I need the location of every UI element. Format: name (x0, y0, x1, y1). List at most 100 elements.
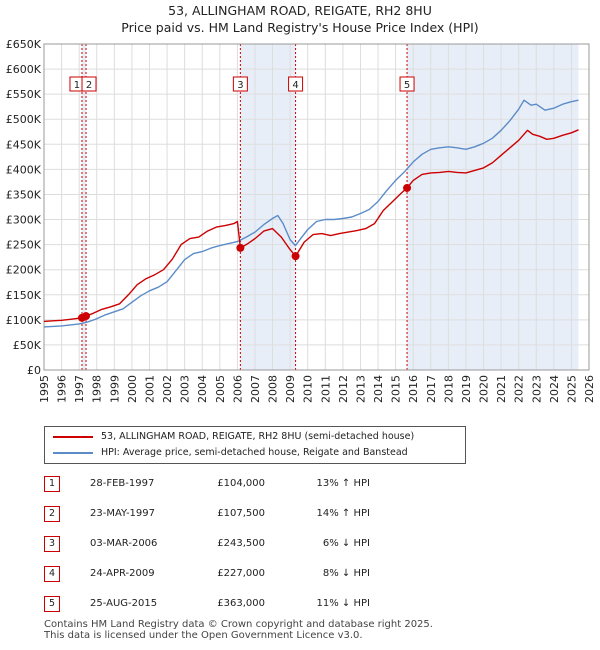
chart-subtitle: Price paid vs. HM Land Registry's House … (121, 20, 479, 35)
transaction-date: 03-MAR-2006 (90, 538, 158, 549)
table-row: 5 25-AUG-2015 £363,000 11% ↓ HPI (0, 596, 600, 616)
hpi-series-line (43, 99, 579, 328)
x-tick-label: 2014 (372, 375, 385, 403)
transaction-date: 25-AUG-2015 (90, 598, 158, 609)
y-tick-label: £50K (13, 339, 42, 352)
shaded-period (81, 44, 87, 370)
transaction-number: 5 (44, 596, 60, 612)
y-tick-label: £100K (6, 314, 42, 327)
x-tick-label: 2005 (214, 375, 227, 403)
property-series-line (43, 129, 579, 323)
x-tick-label: 2003 (179, 375, 192, 403)
table-row: 4 24-APR-2009 £227,000 8% ↓ HPI (0, 566, 600, 586)
sale-label-number: 2 (86, 80, 92, 91)
chart-title-block: 53, ALLINGHAM ROAD, REIGATE, RH2 8HU Pri… (0, 2, 600, 36)
x-tick-label: 1996 (56, 375, 69, 403)
y-tick-label: £150K (6, 289, 42, 302)
x-tick-label: 2021 (495, 375, 508, 403)
sale-point (82, 312, 91, 321)
plot-frame (43, 43, 590, 371)
sale-label-number: 5 (404, 80, 410, 91)
x-tick-label: 2022 (513, 375, 526, 403)
x-tick-label: 2002 (161, 375, 174, 403)
table-row: 3 03-MAR-2006 £243,500 6% ↓ HPI (0, 536, 600, 556)
x-tick-label: 2016 (407, 375, 420, 403)
x-tick-label: 2018 (442, 375, 455, 403)
x-tick-label: 1998 (91, 375, 104, 403)
x-tick-label: 2026 (583, 375, 596, 403)
table-row: 1 28-FEB-1997 £104,000 13% ↑ HPI (0, 476, 600, 496)
x-tick-label: 2012 (337, 375, 350, 403)
transaction-number: 4 (44, 566, 60, 582)
x-tick-label: 2009 (284, 375, 297, 403)
x-tick-label: 2008 (267, 375, 280, 403)
x-tick-label: 2025 (565, 375, 578, 403)
transaction-date: 23-MAY-1997 (90, 508, 156, 519)
legend-swatch-property (53, 435, 93, 438)
x-tick-label: 2006 (231, 375, 244, 403)
shaded-period (240, 44, 296, 370)
y-tick-label: £450K (6, 138, 42, 151)
y-tick-label: £200K (6, 264, 42, 277)
transaction-hpi: 14% ↑ HPI (316, 508, 370, 519)
legend: 53, ALLINGHAM ROAD, REIGATE, RH2 8HU (se… (44, 426, 466, 464)
x-tick-label: 1995 (38, 375, 51, 403)
sale-point (236, 243, 245, 252)
y-tick-label: £250K (6, 239, 42, 252)
x-tick-label: 2011 (319, 375, 332, 403)
transaction-price: £243,500 (217, 538, 265, 549)
x-tick-label: 2007 (249, 375, 262, 403)
y-tick-label: £0 (27, 364, 41, 377)
transaction-hpi: 8% ↓ HPI (322, 568, 370, 579)
x-tick-label: 1999 (108, 375, 121, 403)
legend-label-hpi: HPI: Average price, semi-detached house,… (101, 447, 408, 458)
transaction-date: 28-FEB-1997 (90, 478, 155, 489)
sale-label-box (288, 76, 304, 92)
chart-title: 53, ALLINGHAM ROAD, REIGATE, RH2 8HU (168, 3, 432, 18)
legend-item-hpi: HPI: Average price, semi-detached house,… (53, 445, 408, 461)
transaction-price: £363,000 (217, 598, 265, 609)
price-chart: £0 £50K £100K £150K £200K £250K £300K £350K £400… (6, 38, 596, 403)
y-tick-label: £300K (6, 214, 42, 227)
x-tick-label: 2000 (126, 375, 139, 403)
x-tick-label: 2010 (302, 375, 315, 403)
transaction-number: 3 (44, 536, 60, 552)
x-tick-label: 1997 (73, 375, 86, 403)
sale-point (403, 183, 412, 192)
y-tick-label: £650K (6, 38, 42, 51)
y-tick-label: £500K (6, 113, 42, 126)
footer: Contains HM Land Registry data © Crown c… (44, 619, 433, 641)
y-tick-label: £600K (6, 63, 42, 76)
y-tick-label: £400K (6, 163, 42, 176)
sale-point (291, 252, 300, 261)
footer-copyright: Contains HM Land Registry data © Crown c… (44, 619, 433, 630)
table-row: 2 23-MAY-1997 £107,500 14% ↑ HPI (0, 506, 600, 526)
footer-license: This data is licensed under the Open Gov… (44, 630, 363, 641)
transaction-hpi: 6% ↓ HPI (322, 538, 370, 549)
x-tick-label: 2015 (390, 375, 403, 403)
transaction-price: £104,000 (217, 478, 265, 489)
shaded-period (407, 44, 579, 370)
x-tick-label: 2004 (196, 375, 209, 403)
x-tick-label: 2019 (460, 375, 473, 403)
transaction-date: 24-APR-2009 (90, 568, 155, 579)
sale-label-box (232, 76, 248, 92)
legend-label-property: 53, ALLINGHAM ROAD, REIGATE, RH2 8HU (se… (101, 431, 415, 442)
legend-swatch-hpi (53, 451, 93, 454)
transaction-price: £227,000 (217, 568, 265, 579)
sale-label-box (399, 76, 415, 92)
y-tick-label: £550K (6, 88, 42, 101)
sale-label-number: 4 (292, 80, 298, 91)
x-tick-label: 2023 (530, 375, 543, 403)
transaction-hpi: 13% ↑ HPI (316, 478, 370, 489)
x-tick-label: 2013 (354, 375, 367, 403)
sale-label-number: 3 (237, 80, 243, 91)
x-tick-label: 2020 (478, 375, 491, 403)
y-tick-label: £350K (6, 188, 42, 201)
x-tick-label: 2017 (425, 375, 438, 403)
transaction-price: £107,500 (217, 508, 265, 519)
transaction-number: 2 (44, 506, 60, 522)
x-tick-label: 2024 (548, 375, 561, 403)
x-tick-label: 2001 (143, 375, 156, 403)
legend-item-property: 53, ALLINGHAM ROAD, REIGATE, RH2 8HU (se… (53, 429, 414, 445)
